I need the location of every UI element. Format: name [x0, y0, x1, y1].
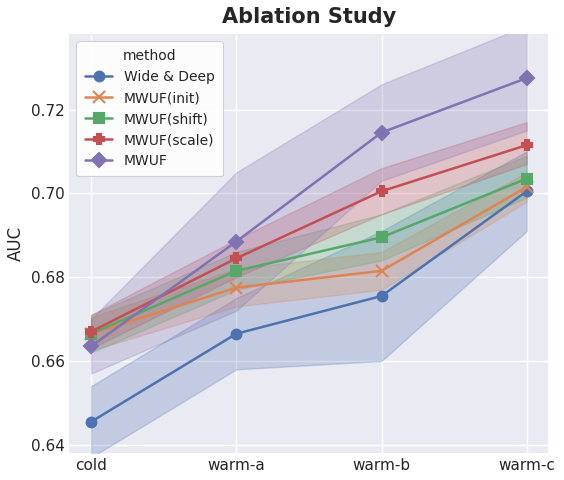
MWUF [523, 75, 530, 81]
MWUF(shift) [378, 234, 385, 240]
MWUF(init) [88, 331, 95, 336]
Wide & Deep [378, 293, 385, 299]
Line: MWUF(shift): MWUF(shift) [86, 174, 531, 338]
MWUF(init) [233, 285, 240, 290]
MWUF [233, 239, 240, 244]
MWUF(shift) [88, 331, 95, 336]
Wide & Deep [233, 331, 240, 336]
MWUF(init) [523, 184, 530, 190]
Wide & Deep [523, 188, 530, 194]
Y-axis label: AUC: AUC [7, 226, 25, 261]
MWUF [378, 130, 385, 135]
MWUF(scale) [523, 142, 530, 148]
MWUF(scale) [233, 255, 240, 261]
MWUF(init) [378, 268, 385, 274]
Wide & Deep [88, 419, 95, 425]
Legend: Wide & Deep, MWUF(init), MWUF(shift), MWUF(scale), MWUF: Wide & Deep, MWUF(init), MWUF(shift), MW… [76, 41, 223, 176]
MWUF [88, 343, 95, 349]
Line: MWUF: MWUF [86, 73, 531, 351]
MWUF(scale) [88, 329, 95, 335]
Title: Ablation Study: Ablation Study [222, 7, 396, 27]
MWUF(shift) [233, 268, 240, 274]
MWUF(scale) [378, 188, 385, 194]
Line: MWUF(init): MWUF(init) [86, 181, 532, 339]
Line: Wide & Deep: Wide & Deep [86, 186, 531, 427]
MWUF(shift) [523, 176, 530, 181]
Line: MWUF(scale): MWUF(scale) [86, 140, 531, 336]
